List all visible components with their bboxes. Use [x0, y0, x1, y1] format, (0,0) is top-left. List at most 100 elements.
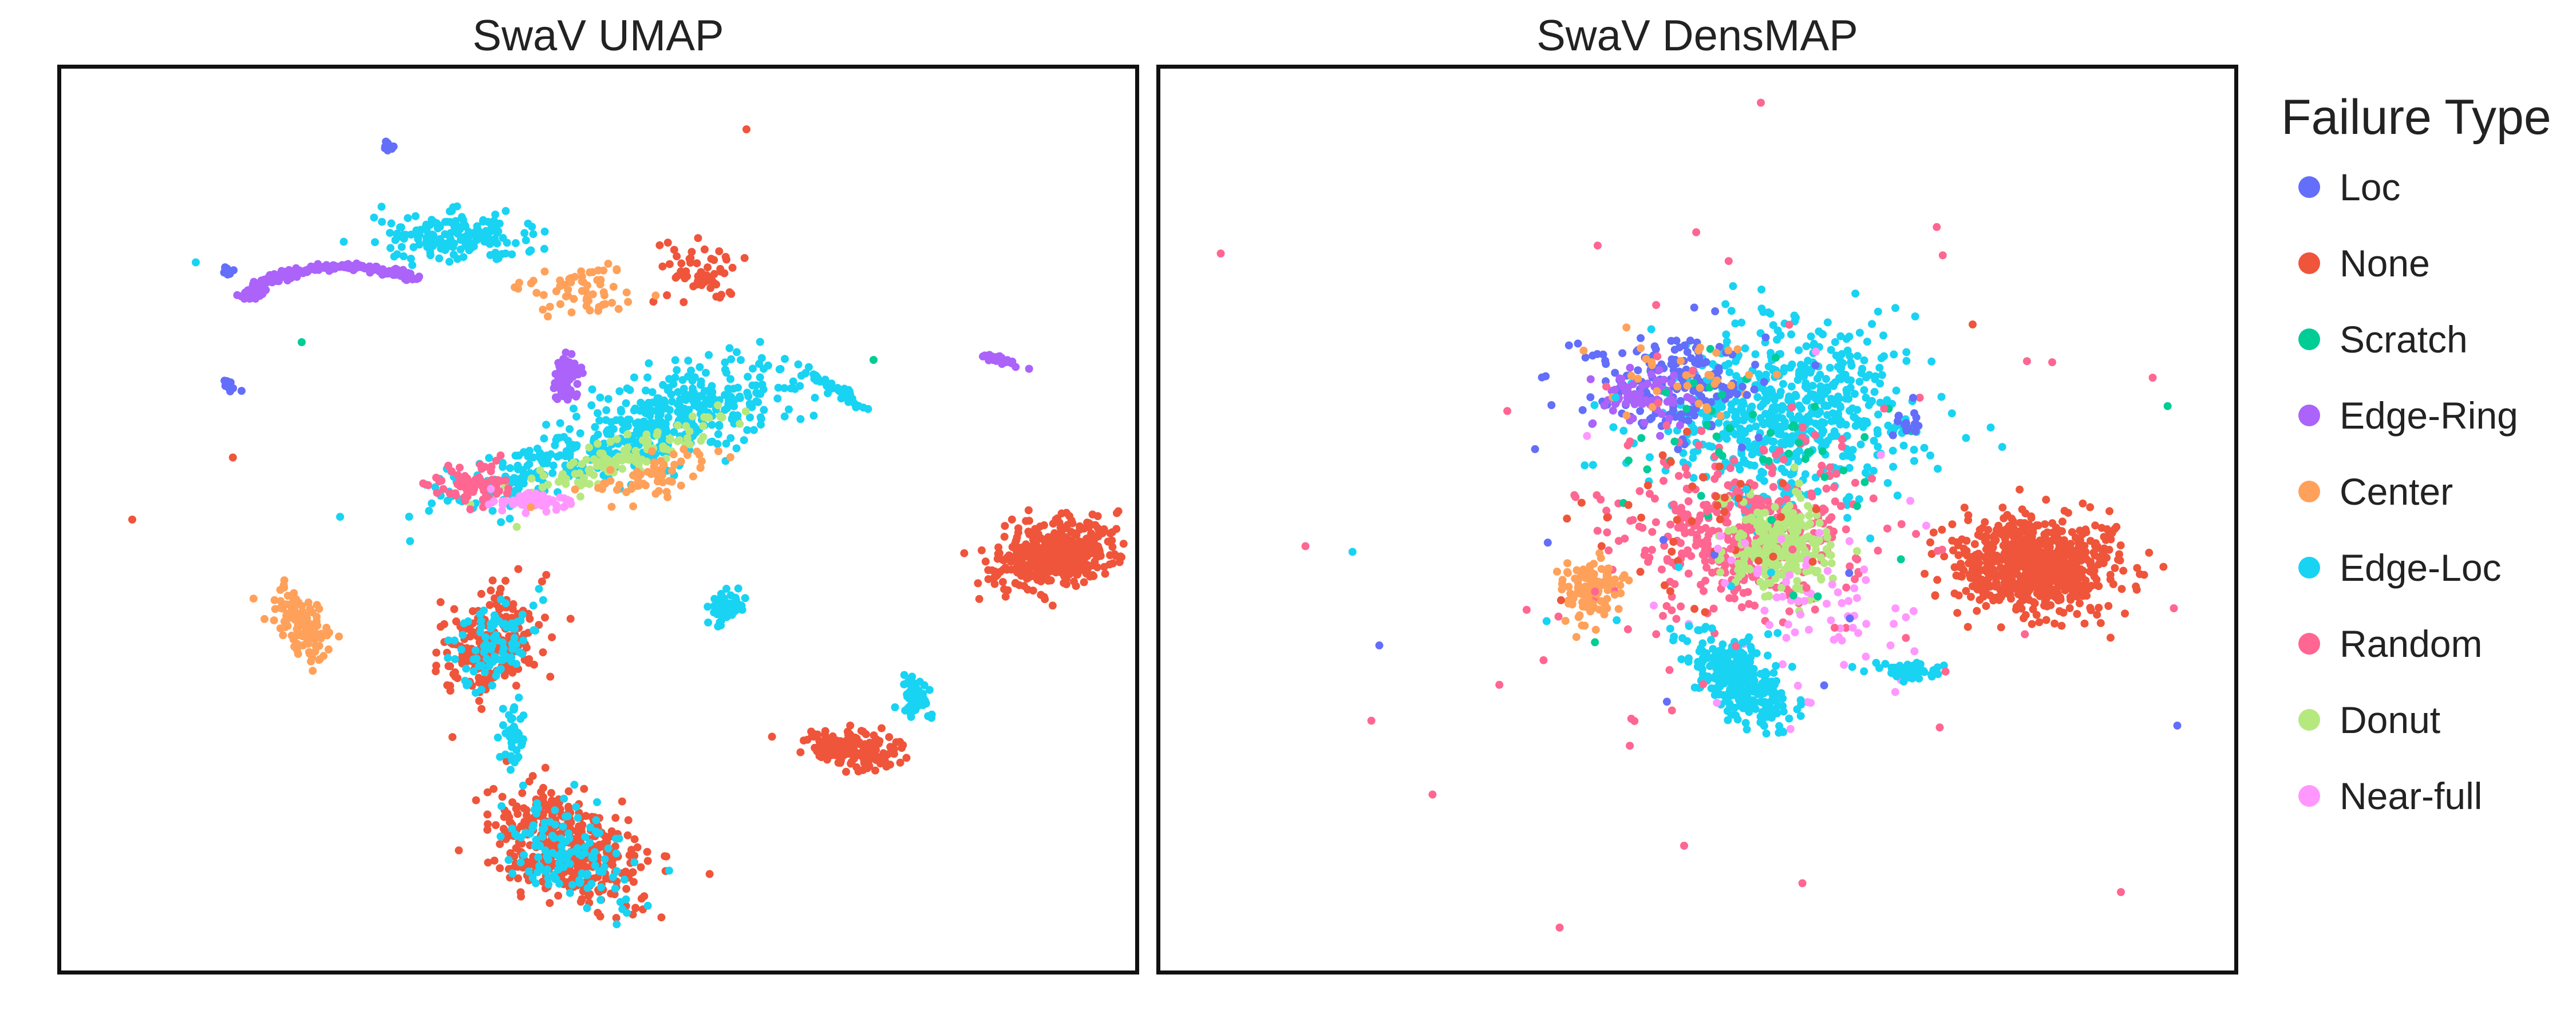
point-donut	[620, 446, 629, 455]
point-edge-loc	[1813, 395, 1822, 404]
point-none	[1085, 523, 1093, 532]
point-none	[444, 662, 453, 671]
point-center	[714, 447, 722, 455]
point-loc	[1578, 406, 1587, 414]
point-edge-loc	[499, 704, 507, 713]
point-edge-loc	[1773, 335, 1781, 344]
point-edge-loc	[572, 413, 580, 421]
point-edge-loc	[671, 373, 679, 382]
point-random	[1739, 589, 1748, 597]
point-loc	[1683, 348, 1692, 356]
point-donut	[631, 458, 640, 466]
point-edge-loc	[471, 688, 480, 697]
point-edge-loc	[391, 236, 400, 244]
point-donut	[571, 470, 579, 478]
point-edge-loc	[714, 430, 722, 438]
point-none	[821, 727, 829, 735]
point-edge-loc	[461, 223, 470, 231]
point-edge-loc	[532, 835, 540, 844]
point-edge-loc	[532, 809, 541, 818]
point-loc	[1702, 358, 1710, 366]
point-donut	[1781, 541, 1790, 549]
point-edge-loc	[604, 844, 613, 853]
point-donut	[1799, 535, 1808, 543]
point-random	[1684, 546, 1692, 554]
point-edge-loc	[717, 589, 725, 598]
point-edge-ring	[404, 269, 413, 278]
point-edge-ring	[333, 262, 341, 271]
point-edge-loc	[587, 880, 596, 888]
point-none	[512, 682, 520, 690]
point-random	[1648, 528, 1657, 536]
point-center	[641, 481, 650, 490]
point-center	[697, 457, 706, 466]
point-none	[846, 722, 855, 730]
point-edge-loc	[907, 687, 916, 695]
point-edge-loc	[1855, 495, 1863, 504]
point-edge-loc	[469, 231, 478, 239]
point-edge-loc	[749, 365, 757, 373]
point-donut	[1791, 488, 1800, 496]
point-none	[992, 572, 1001, 580]
point-none	[579, 861, 587, 870]
point-center	[539, 291, 548, 299]
point-none	[584, 892, 593, 900]
point-none	[1032, 537, 1041, 546]
point-donut	[580, 474, 588, 482]
point-random	[453, 471, 462, 480]
point-edge-loc	[572, 803, 580, 811]
point-near-full	[552, 505, 560, 514]
point-loc	[1761, 333, 1770, 342]
point-none	[1113, 509, 1121, 517]
point-edge-loc	[514, 480, 523, 489]
point-edge-loc	[1709, 645, 1717, 653]
point-edge-loc	[495, 665, 504, 674]
point-loc	[220, 377, 229, 385]
point-edge-ring	[551, 370, 560, 378]
point-random	[1759, 445, 1768, 454]
point-none	[716, 265, 725, 273]
point-edge-loc	[566, 425, 574, 433]
point-edge-loc	[1891, 304, 1899, 312]
point-center	[527, 279, 535, 288]
point-edge-loc	[1748, 402, 1756, 411]
point-edge-ring	[1611, 400, 1619, 408]
point-none	[1067, 516, 1076, 525]
point-near-full	[1845, 537, 1854, 545]
point-donut	[559, 474, 567, 483]
point-edge-loc	[630, 373, 638, 382]
point-edge-loc	[687, 366, 696, 375]
point-none	[740, 253, 749, 262]
point-edge-ring	[573, 380, 582, 388]
point-edge-loc	[1892, 386, 1901, 395]
point-donut	[632, 451, 641, 460]
point-edge-loc	[406, 537, 414, 545]
point-edge-loc	[1750, 461, 1759, 470]
point-edge-loc	[1778, 402, 1787, 410]
point-edge-loc	[617, 407, 626, 416]
point-none	[1020, 568, 1029, 577]
point-none	[475, 674, 483, 682]
point-center	[643, 468, 652, 476]
point-edge-loc	[543, 865, 551, 874]
point-edge-loc	[815, 377, 823, 385]
chart-title-densmap: SwaV DensMAP	[1536, 11, 1858, 60]
point-none	[505, 813, 513, 822]
point-edge-loc	[1721, 300, 1730, 308]
point-edge-loc	[1756, 670, 1765, 678]
point-edge-loc	[1839, 359, 1847, 367]
point-edge-ring	[1618, 382, 1627, 391]
plot-frame	[57, 65, 1139, 974]
point-none	[700, 245, 709, 253]
point-none	[508, 798, 517, 806]
point-edge-loc	[616, 898, 625, 906]
point-none	[483, 788, 492, 797]
point-donut	[1817, 575, 1826, 584]
point-random	[1692, 530, 1701, 539]
point-none	[711, 280, 720, 288]
point-center	[539, 306, 547, 314]
point-random	[1768, 469, 1776, 477]
point-edge-loc	[704, 618, 712, 627]
point-edge-loc	[426, 251, 434, 260]
point-edge-loc	[796, 415, 805, 423]
